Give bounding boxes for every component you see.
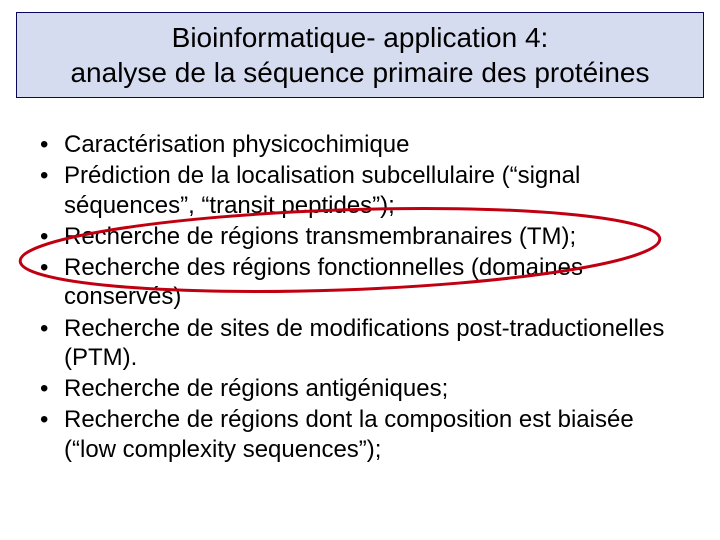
slide: Bioinformatique- application 4: analyse … bbox=[0, 0, 720, 540]
list-item: Recherche de régions dont la composition… bbox=[36, 405, 692, 464]
bullet-text: Caractérisation physicochimique bbox=[64, 131, 410, 158]
list-item: Caractérisation physicochimique bbox=[36, 130, 692, 159]
title-line-1: Bioinformatique- application 4: bbox=[172, 22, 549, 53]
bullet-text: Prédiction de la localisation subcellula… bbox=[64, 162, 580, 218]
title-box: Bioinformatique- application 4: analyse … bbox=[16, 12, 704, 98]
list-item: Recherche de sites de modifications post… bbox=[36, 314, 692, 373]
title-text: Bioinformatique- application 4: analyse … bbox=[70, 20, 649, 90]
list-item: Recherche de régions transmembranaires (… bbox=[36, 222, 692, 251]
list-item: Prédiction de la localisation subcellula… bbox=[36, 161, 692, 220]
list-item: Recherche de régions antigéniques; bbox=[36, 374, 692, 403]
title-line-2: analyse de la séquence primaire des prot… bbox=[70, 57, 649, 88]
bullet-text: Recherche des régions fonctionnelles (do… bbox=[64, 254, 583, 310]
bullet-text: Recherche de régions antigéniques; bbox=[64, 375, 448, 402]
bullet-text: Recherche de régions dont la composition… bbox=[64, 406, 634, 462]
list-item: Recherche des régions fonctionnelles (do… bbox=[36, 253, 692, 312]
bullet-list: Caractérisation physicochimique Prédicti… bbox=[36, 130, 692, 466]
bullet-text: Recherche de sites de modifications post… bbox=[64, 315, 664, 371]
bullet-text: Recherche de régions transmembranaires (… bbox=[64, 223, 576, 250]
